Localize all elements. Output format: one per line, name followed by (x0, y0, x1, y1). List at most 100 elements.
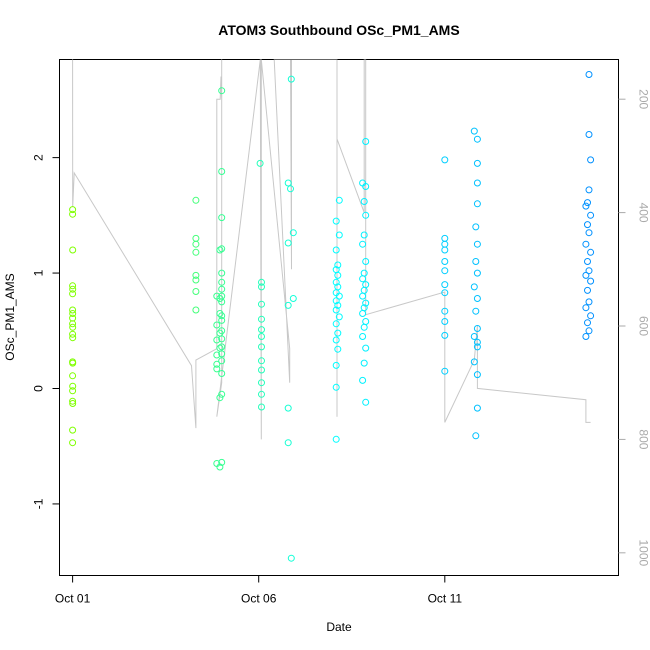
data-point (360, 269, 368, 277)
data-point (473, 200, 481, 208)
data-point (69, 323, 77, 331)
right-y-tick-label: 1000 (637, 539, 650, 566)
data-point (362, 299, 370, 307)
data-point (258, 283, 265, 291)
data-point (218, 269, 226, 277)
data-point (360, 198, 368, 205)
x-tick-label: Oct 11 (428, 592, 463, 606)
data-point (258, 343, 265, 351)
data-point (441, 289, 449, 297)
data-point (332, 217, 340, 225)
data-point (213, 365, 221, 373)
data-point (472, 223, 480, 231)
data-point (582, 271, 590, 279)
data-point (69, 359, 77, 367)
data-point (584, 319, 591, 327)
data-point (332, 383, 340, 391)
data-point (216, 463, 224, 471)
data-point (218, 458, 226, 466)
y-axis-right: 200 400 600 800 1000 (618, 89, 650, 566)
data-point (587, 156, 595, 164)
data-point (359, 275, 367, 283)
data-point (334, 271, 342, 279)
data-point (218, 390, 226, 398)
data-point (69, 426, 77, 434)
data-point (258, 366, 265, 374)
data-point (582, 333, 590, 340)
data-point (69, 310, 77, 317)
data-point (441, 156, 449, 164)
data-point (192, 240, 200, 248)
data-point (362, 318, 370, 325)
data-point (362, 398, 370, 406)
data-point (441, 240, 449, 248)
data-point (192, 276, 200, 284)
right-y-tick-label: 200 (637, 89, 650, 109)
data-point (334, 301, 342, 309)
data-point (584, 258, 591, 265)
data-point (256, 159, 264, 167)
data-point (218, 168, 226, 175)
data-point (258, 315, 265, 323)
data-point (216, 344, 224, 352)
data-point (69, 382, 77, 390)
data-point (332, 361, 340, 369)
y-tick-label: 1 (32, 269, 46, 276)
data-point (585, 298, 593, 306)
data-point (192, 288, 200, 295)
data-point (441, 281, 449, 289)
data-point (284, 239, 292, 247)
data-point (441, 267, 449, 275)
right-y-tick-label: 600 (637, 316, 650, 336)
data-point (441, 307, 449, 315)
data-point (218, 327, 226, 335)
data-point (470, 333, 478, 340)
data-point (334, 329, 342, 337)
data-point (473, 338, 481, 346)
y-tick-label: 2 (32, 154, 46, 161)
data-point (334, 345, 342, 353)
data-point (216, 246, 224, 254)
data-point (587, 277, 595, 285)
data-point (287, 185, 294, 193)
data-point (473, 343, 481, 351)
secondary-series-line (72, 59, 591, 440)
data-point (216, 329, 224, 337)
y-axis-left: -1 0 1 2 (32, 154, 60, 509)
data-point (216, 310, 224, 317)
data-point (69, 439, 77, 447)
data-point (192, 196, 200, 204)
data-point (69, 246, 77, 254)
data-point (360, 286, 368, 294)
data-point (192, 234, 200, 242)
data-point (582, 240, 590, 248)
data-point (334, 261, 342, 269)
data-point (69, 290, 77, 298)
data-point (585, 327, 593, 335)
data-point (332, 278, 340, 286)
data-point (362, 138, 370, 145)
x-axis-label: Date (326, 620, 352, 634)
data-point (213, 360, 221, 368)
data-point (69, 282, 77, 290)
data-point (362, 258, 370, 265)
x-tick-label: Oct 06 (241, 592, 277, 606)
data-point (332, 246, 340, 254)
data-point (441, 258, 449, 265)
data-point (473, 135, 481, 143)
secondary-line-layer (72, 59, 591, 440)
data-point (218, 285, 226, 293)
data-point (582, 202, 590, 210)
data-point (258, 379, 265, 387)
right-y-tick-label: 400 (637, 203, 650, 223)
data-point (362, 211, 370, 219)
data-point (258, 300, 265, 308)
data-point (470, 283, 478, 291)
data-point (470, 127, 478, 135)
chart-title: ATOM3 Southbound OSc_PM1_AMS (218, 22, 459, 38)
data-point (335, 196, 343, 204)
data-point (218, 312, 226, 320)
data-point (284, 301, 292, 309)
data-point (585, 71, 593, 78)
plot-frame (59, 59, 619, 576)
